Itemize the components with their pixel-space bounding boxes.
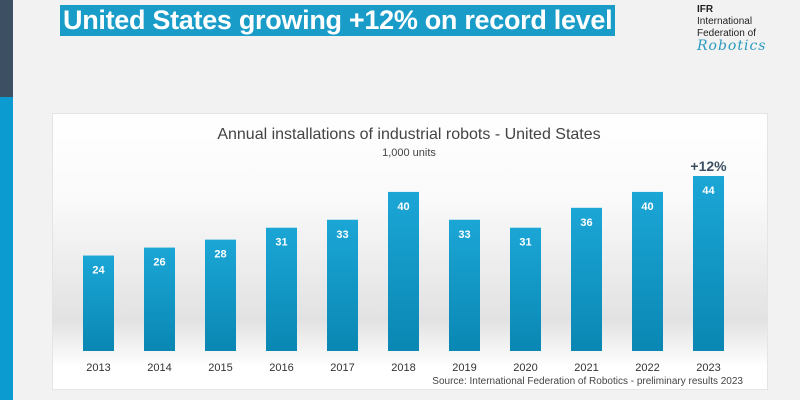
x-tick-label: 2021 bbox=[574, 362, 598, 374]
bar-value-label: 40 bbox=[397, 201, 409, 213]
bar-value-label: 36 bbox=[580, 217, 592, 229]
ifr-logo: IFR International Federation of Robotics bbox=[697, 4, 767, 54]
bar bbox=[327, 219, 358, 351]
slide-title: United States growing +12% on record lev… bbox=[60, 5, 616, 36]
bar bbox=[693, 176, 724, 351]
chart-subtitle: 1,000 units bbox=[382, 147, 436, 159]
x-tick-label: 2022 bbox=[635, 362, 659, 374]
bar bbox=[388, 191, 419, 351]
bar-value-label: 40 bbox=[641, 201, 653, 213]
bar bbox=[266, 227, 297, 351]
side-accent-dark bbox=[0, 0, 13, 97]
bar-value-label: 33 bbox=[458, 229, 470, 241]
bar-value-label: 26 bbox=[153, 257, 165, 269]
bar-value-label: 33 bbox=[336, 229, 348, 241]
growth-annotation: +12% bbox=[690, 158, 727, 174]
x-tick-label: 2018 bbox=[391, 362, 415, 374]
bar bbox=[83, 255, 114, 351]
x-tick-label: 2015 bbox=[208, 362, 232, 374]
bar-value-label: 31 bbox=[519, 237, 531, 249]
bar-value-label: 44 bbox=[702, 185, 715, 197]
logo-line: Robotics bbox=[697, 38, 767, 54]
bar-value-label: 28 bbox=[214, 249, 226, 261]
bar bbox=[632, 191, 663, 351]
x-tick-label: 2017 bbox=[330, 362, 354, 374]
bar bbox=[510, 227, 541, 351]
x-tick-label: 2014 bbox=[147, 362, 171, 374]
side-accent-blue bbox=[0, 97, 13, 400]
logo-line: IFR bbox=[697, 4, 714, 15]
chart-title: Annual installations of industrial robot… bbox=[217, 126, 600, 143]
x-tick-label: 2019 bbox=[452, 362, 476, 374]
bar bbox=[571, 207, 602, 351]
bar-value-label: 31 bbox=[275, 237, 287, 249]
bar bbox=[205, 239, 236, 351]
source-note: Source: International Federation of Robo… bbox=[432, 376, 743, 387]
x-tick-label: 2023 bbox=[696, 362, 720, 374]
logo-line: Federation of bbox=[697, 28, 756, 39]
x-tick-label: 2016 bbox=[269, 362, 293, 374]
bar bbox=[449, 219, 480, 351]
bar bbox=[144, 247, 175, 351]
logo-line: International bbox=[697, 16, 753, 27]
bar-value-label: 24 bbox=[92, 265, 105, 277]
x-tick-label: 2013 bbox=[86, 362, 110, 374]
x-tick-label: 2020 bbox=[513, 362, 537, 374]
